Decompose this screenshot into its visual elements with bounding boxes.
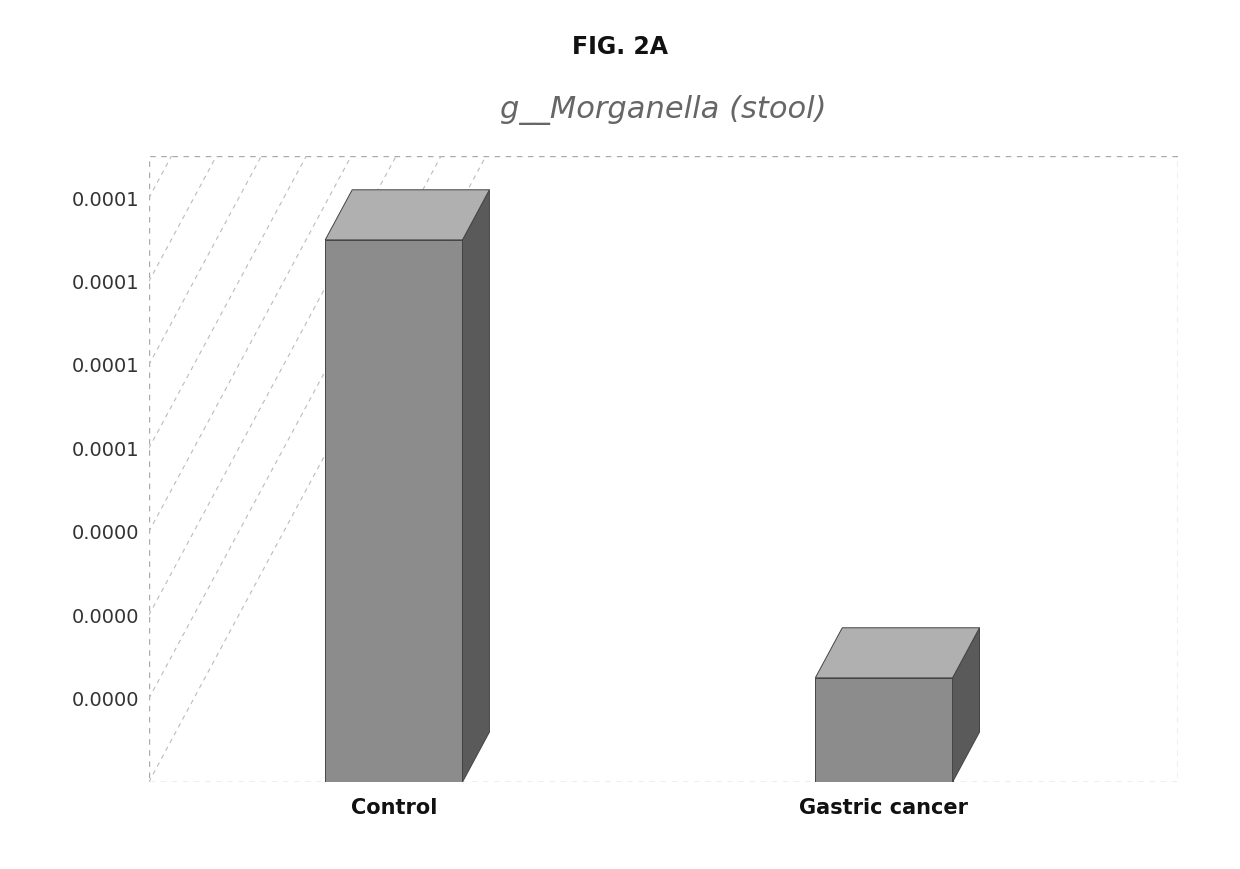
Polygon shape (463, 189, 490, 782)
Polygon shape (952, 627, 980, 782)
Polygon shape (816, 627, 980, 678)
Polygon shape (325, 240, 463, 782)
Polygon shape (816, 678, 952, 782)
Text: FIG. 2A: FIG. 2A (572, 35, 668, 59)
Polygon shape (325, 189, 490, 240)
Text: g__Morganella (stool): g__Morganella (stool) (500, 95, 827, 125)
